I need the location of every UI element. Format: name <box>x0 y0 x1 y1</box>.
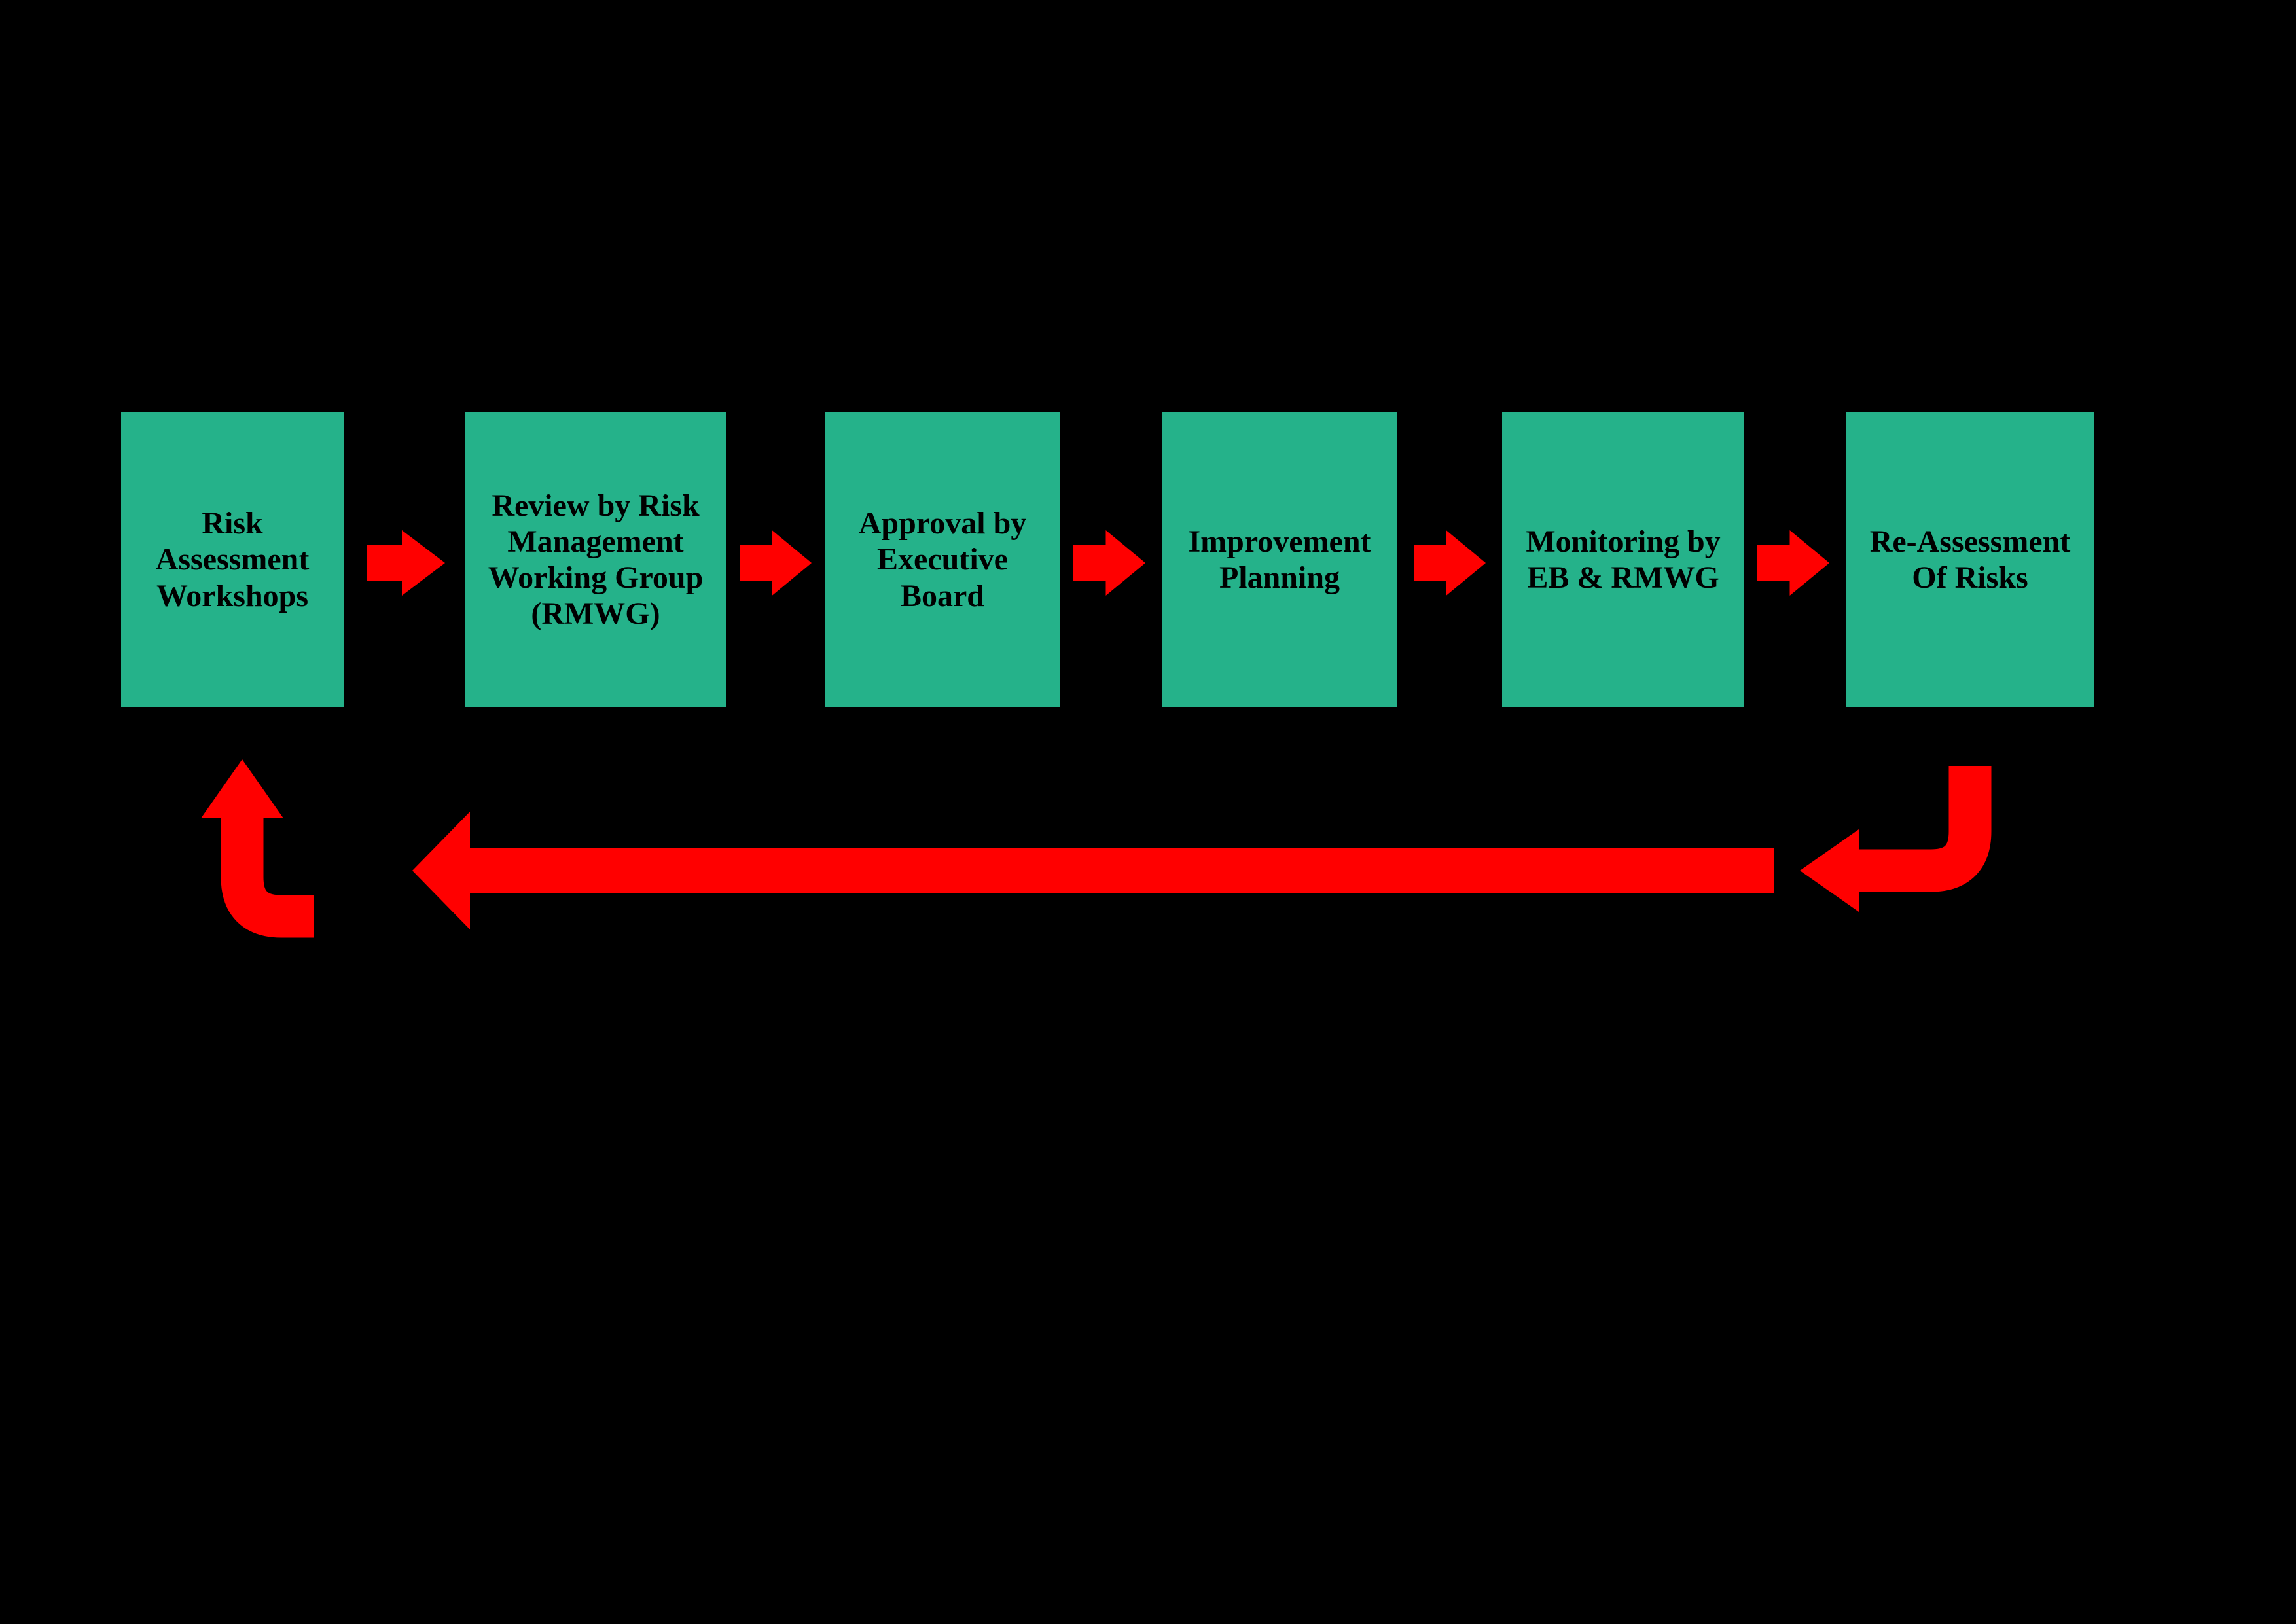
feedback-right-hook <box>1800 766 1970 912</box>
forward-arrows <box>367 530 1829 596</box>
forward-arrow-3 <box>1073 530 1145 596</box>
feedback-left-hook <box>201 759 314 916</box>
forward-arrow-5 <box>1757 530 1829 596</box>
forward-arrow-2 <box>740 530 812 596</box>
forward-arrow-4 <box>1414 530 1486 596</box>
forward-arrow-1 <box>367 530 445 596</box>
diagram-canvas: Risk Assessment Workshops Review by Risk… <box>0 0 2296 1624</box>
arrows-layer <box>0 0 2296 1624</box>
feedback-arrow <box>201 759 1970 929</box>
feedback-long-arrow <box>412 812 1774 929</box>
